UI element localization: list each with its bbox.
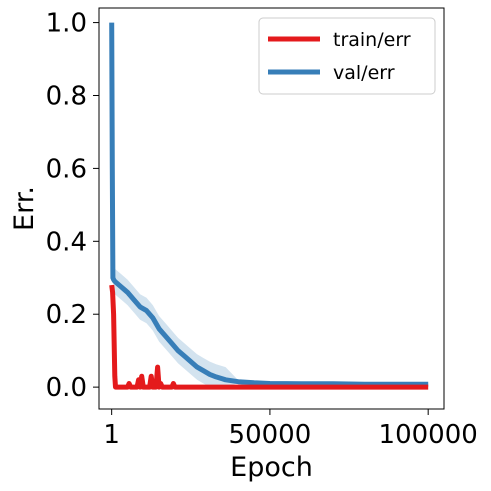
series-lines-layer — [109, 22, 429, 390]
y-axis-label: Err. — [9, 186, 40, 231]
y-tick-label: 0.2 — [46, 300, 87, 330]
y-tick-label: 1.0 — [46, 9, 87, 39]
x-tick-label: 1 — [103, 420, 120, 450]
legend: train/err val/err — [258, 17, 436, 95]
y-tick-label: 0.0 — [46, 373, 87, 403]
legend-label-train-err: train/err — [333, 29, 411, 51]
y-axis-ticks: 0.0 0.2 0.4 0.6 0.8 1.0 — [46, 9, 99, 403]
x-axis-label: Epoch — [230, 452, 313, 483]
x-axis-ticks: 1 50000 100000 — [103, 409, 478, 450]
y-tick-label: 0.8 — [46, 81, 87, 111]
x-tick-label: 50000 — [229, 420, 312, 450]
x-tick-label: 100000 — [379, 420, 478, 450]
y-tick-label: 0.6 — [46, 154, 87, 184]
plot-frame — [98, 7, 445, 410]
series-line-val-err — [109, 22, 429, 387]
legend-label-val-err: val/err — [333, 62, 395, 84]
y-tick-label: 0.4 — [46, 227, 87, 257]
series-line-train-err — [109, 284, 429, 390]
